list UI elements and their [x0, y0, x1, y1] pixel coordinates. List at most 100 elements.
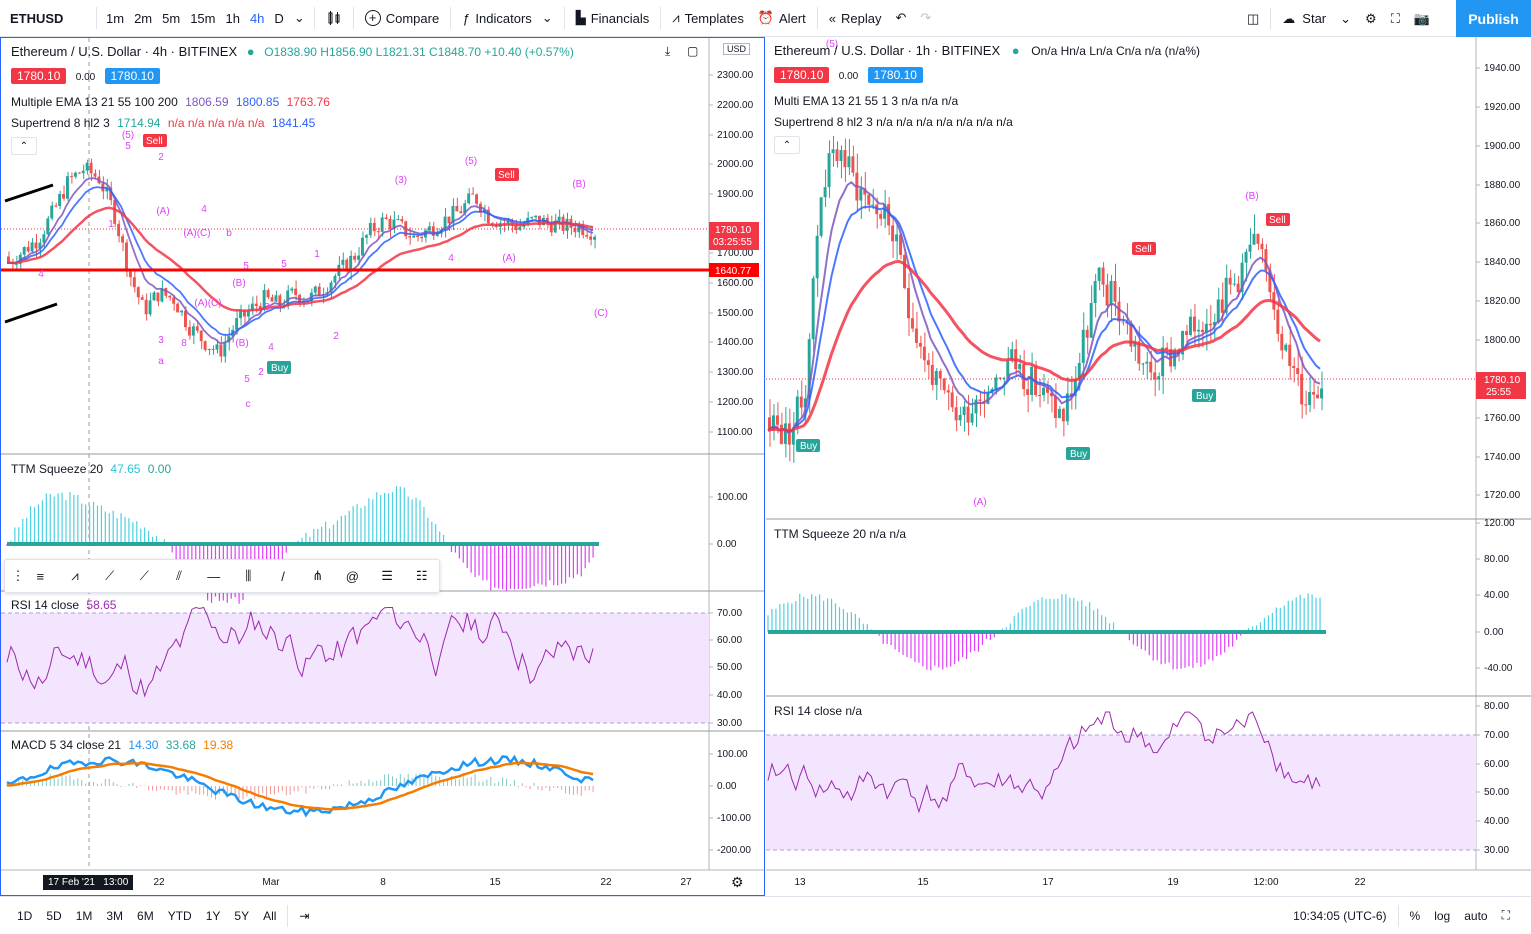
axis-currency[interactable]: USD — [723, 43, 751, 55]
spiral-icon[interactable]: @ — [345, 568, 359, 584]
candle-body — [172, 297, 176, 304]
ray-icon[interactable]: / — [281, 568, 285, 584]
range-5d[interactable]: 5D — [46, 908, 62, 923]
cloud-icon[interactable]: ☁ — [1282, 10, 1296, 26]
star-label[interactable]: Star — [1302, 11, 1327, 26]
pitchfork-icon[interactable]: ⋔ — [312, 568, 324, 583]
compare-button[interactable]: + Compare — [358, 0, 446, 36]
range-6m[interactable]: 6M — [137, 908, 154, 923]
fib-retracement-icon[interactable]: ☷ — [415, 568, 428, 583]
collapse-legend-button[interactable]: ⌃ — [774, 136, 800, 154]
candle-body — [791, 427, 795, 445]
range-all[interactable]: All — [263, 908, 277, 923]
chevron-down-icon[interactable]: ⌄ — [1340, 10, 1352, 26]
price-tick-label: 1840.00 — [1484, 257, 1521, 268]
undo-icon[interactable]: ↶ — [895, 10, 907, 25]
auto-toggle[interactable]: auto — [1464, 908, 1488, 923]
chevron-down-icon[interactable]: ⌄ — [293, 10, 305, 25]
timeframe-D[interactable]: D — [274, 10, 284, 26]
camera-icon[interactable]: 📷 — [1413, 10, 1430, 26]
left-rsi-legend[interactable]: RSI 14 close 58.65 — [11, 598, 116, 612]
right-ask-box[interactable]: 1780.10 — [867, 67, 923, 83]
right-ema-legend[interactable]: Multi EMA 13 21 55 1 3 n/a n/a n/a — [774, 94, 959, 108]
clock[interactable]: 10:34:05 (UTC-6) — [1293, 908, 1387, 923]
left-chart-canvas[interactable]: 2300.002200.002100.002000.001900.001700.… — [1, 38, 765, 896]
left-supertrend-legend[interactable]: Supertrend 8 hl2 3 1714.94 n/a n/a n/a n… — [11, 116, 315, 130]
range-5y[interactable]: 5Y — [234, 908, 250, 923]
left-chart[interactable]: 2300.00 2200.00 2100.00 2000.00 1900.00 1700.… — [0, 37, 765, 896]
right-ttm-legend[interactable]: TTM Squeeze 20 n/a n/a — [774, 527, 907, 541]
collapse-legend-button[interactable]: ⌃ — [11, 137, 37, 155]
abc-pattern-icon[interactable]: ⟋ — [105, 568, 115, 583]
drawing-toolbar[interactable]: ⋮ ≡ ⩘ ⟋ ⟋ ⫽ — ⫼ / ⋔ @ ☰ ☷ — [4, 559, 440, 593]
candle-body — [475, 194, 478, 204]
ema-line-3 — [767, 259, 1321, 433]
candle-body — [1228, 277, 1232, 285]
timeframe-2m[interactable]: 2m — [134, 10, 153, 26]
range-ytd[interactable]: YTD — [167, 908, 192, 923]
gear-icon[interactable]: ⚙ — [731, 874, 744, 890]
fib-extension-icon[interactable]: ☰ — [381, 568, 393, 583]
range-1y[interactable]: 1Y — [205, 908, 221, 923]
candle-body — [863, 188, 867, 195]
alert-label: Alert — [779, 10, 806, 26]
range-1m[interactable]: 1M — [75, 908, 93, 923]
timeframe-4h[interactable]: 4h — [249, 10, 265, 26]
right-bid-box[interactable]: 1780.10 — [774, 67, 830, 83]
candle-body — [333, 275, 337, 283]
publish-button[interactable]: Publish — [1456, 0, 1531, 37]
timeframe-1m[interactable]: 1m — [106, 10, 125, 26]
trend-line-icon[interactable]: ⟋ — [139, 568, 149, 583]
fullscreen-icon[interactable]: ⛶ — [1501, 908, 1510, 922]
rewind-icon: « — [828, 10, 836, 26]
left-ttm-legend[interactable]: TTM Squeeze 20 47.65 0.00 — [11, 462, 171, 476]
fib-levels-icon[interactable]: ≡ — [36, 568, 45, 584]
right-rsi-legend[interactable]: RSI 14 close n/a — [774, 704, 863, 718]
timeframe-1h[interactable]: 1h — [225, 10, 240, 26]
goto-date-icon[interactable]: ⇥ — [299, 908, 310, 923]
fullscreen-icon[interactable]: ⛶ — [1390, 10, 1400, 26]
right-chart-canvas[interactable]: 1940.001920.001900.001880.001860.001840.… — [766, 37, 1531, 896]
chart-type-button[interactable] — [319, 0, 349, 36]
candle-body — [1077, 362, 1081, 379]
candle-body — [14, 263, 18, 265]
symbol-search[interactable]: ETHUSD — [10, 10, 64, 26]
timeframe-5m[interactable]: 5m — [162, 10, 181, 26]
candle-body — [1204, 323, 1208, 333]
left-macd-legend[interactable]: MACD 5 34 close 21 14.30 33.68 19.38 — [11, 738, 233, 752]
download-icon[interactable]: ⤓ — [665, 44, 671, 58]
price-tick-label: 120.00 — [1484, 518, 1515, 529]
left-ask-box[interactable]: 1780.10 — [104, 68, 160, 84]
indicators-button[interactable]: ƒ Indicators ⌄ — [455, 0, 560, 36]
candle-body — [1042, 387, 1045, 396]
candle-body — [109, 187, 113, 201]
log-toggle[interactable]: log — [1434, 908, 1451, 923]
wave-pattern-icon[interactable]: ⩘ — [71, 568, 79, 583]
left-ema-legend[interactable]: Multiple EMA 13 21 55 100 200 1806.59 18… — [11, 95, 330, 109]
redo-icon[interactable]: ↷ — [920, 10, 932, 25]
parallel-channel-icon[interactable]: ⫽ — [176, 568, 182, 583]
drag-handle-icon[interactable]: ⋮ — [11, 568, 25, 583]
timeframe-15m[interactable]: 15m — [190, 10, 216, 26]
percent-toggle[interactable]: % — [1409, 908, 1421, 923]
financials-button[interactable]: ▙ Financials — [569, 0, 657, 36]
fib-timezone-icon[interactable]: ⫼ — [245, 568, 252, 583]
gear-icon[interactable]: ⚙ — [1365, 10, 1377, 26]
candle-body — [317, 286, 321, 296]
range-1d[interactable]: 1D — [17, 908, 33, 923]
maximize-icon[interactable]: ▢ — [687, 44, 699, 58]
right-chart[interactable]: 1940.00 1920.00 1900.00 1880.00 1860.00 1840.… — [766, 37, 1531, 896]
right-supertrend-legend[interactable]: Supertrend 8 hl2 3 n/a n/a n/a n/a n/a n… — [774, 115, 1013, 129]
time-tick-label: 12:00 — [1253, 877, 1278, 888]
layout-icon[interactable]: ◫ — [1247, 10, 1260, 26]
alert-button[interactable]: ⏰ Alert — [751, 0, 813, 36]
left-bid-box[interactable]: 1780.10 — [11, 68, 67, 84]
candle-body — [1300, 374, 1304, 405]
range-3m[interactable]: 3M — [106, 908, 124, 923]
time-tick-label: 15 — [489, 877, 501, 888]
templates-button[interactable]: ⩘ Templates — [665, 0, 751, 36]
bottom-toolbar: 1D 5D 1M 3M 6M YTD 1Y 5Y All ⇥ 10:34:05 (UTC-6) … — [0, 896, 1531, 934]
candle-body — [384, 217, 388, 219]
horizontal-ray-icon[interactable]: — — [207, 568, 221, 584]
replay-button[interactable]: «Replay — [822, 0, 889, 36]
